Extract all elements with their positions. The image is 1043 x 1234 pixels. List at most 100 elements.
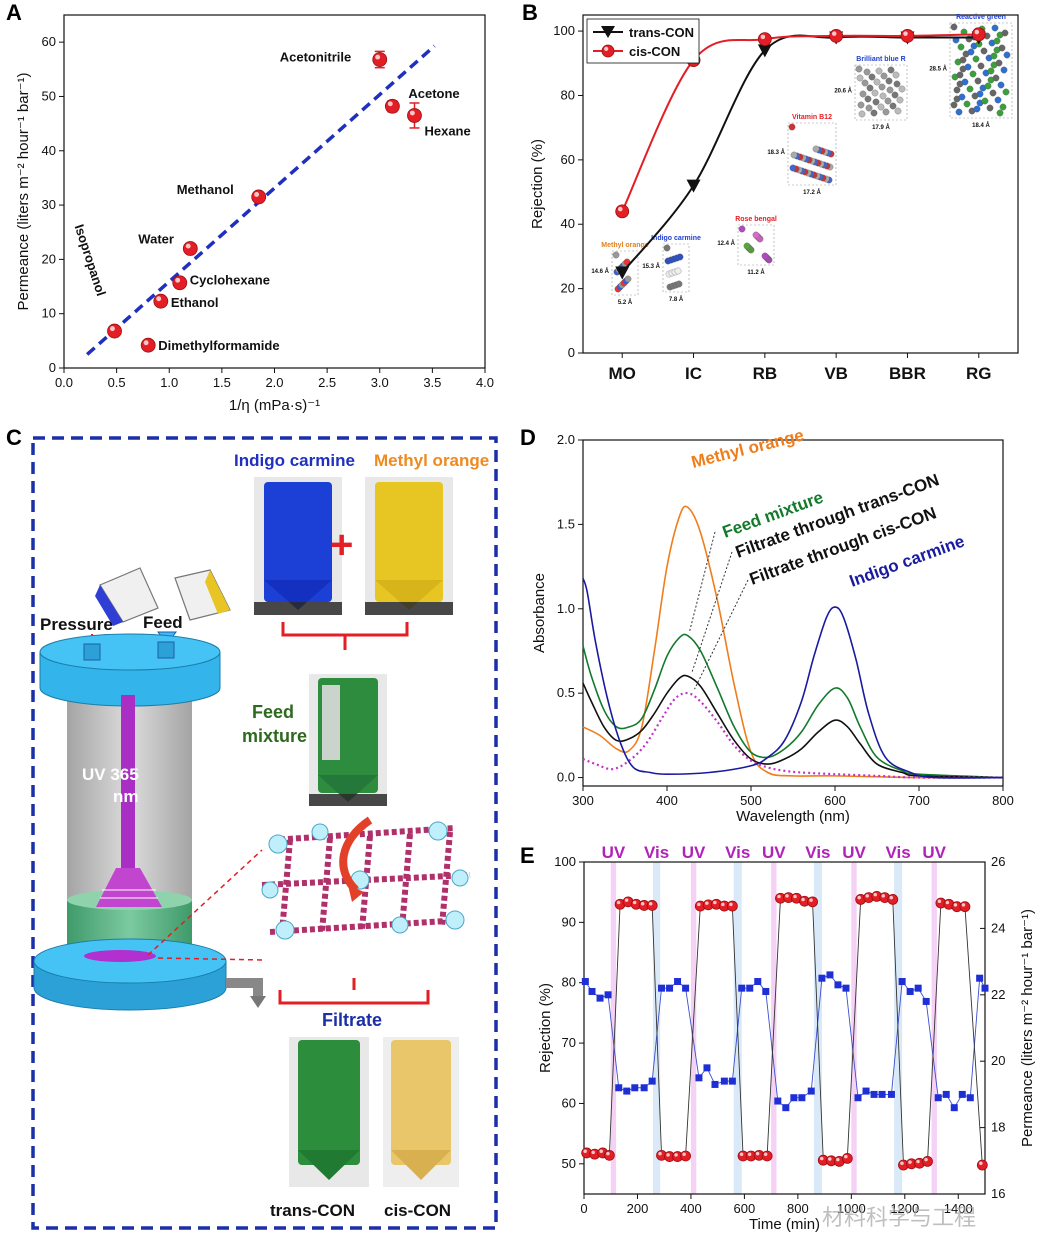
watermark-text: 材料科学与工程 [822,1206,977,1231]
data-point-trans [757,44,772,58]
plot-frame [582,439,1004,787]
atom [676,253,684,261]
y-axis-label: 0 [49,360,56,375]
x-axis-label: 0.0 [55,375,73,390]
data-point [407,108,422,123]
data-point-highlight [375,54,381,60]
permeance-point [906,987,914,995]
atom [663,244,671,252]
atom [884,97,892,105]
molecule-width: 5.2 Å [618,299,633,306]
y-axis-label: 10 [42,306,56,321]
rejection-point-highlight [739,1152,744,1156]
rejection-point-highlight [916,1159,920,1164]
y-axis-label: 0.5 [557,685,575,700]
point-label: Cyclohexane [190,273,270,288]
rejection-point-highlight [857,895,861,900]
series-label: Methyl orange [689,426,805,472]
permeance-point [798,1094,806,1102]
methyl-orange-title: Methyl orange [374,451,489,470]
legend-label: trans-CON [629,25,694,40]
chart-e-switching-cycles: UV Vis UV Vis UV Vis UV Vis UV 0 200 400 600 800 1000 1… [537,843,1036,1233]
atom [990,52,998,60]
molecule-bounding-box [662,243,690,293]
atom [674,267,682,275]
panel-label-b: B [522,0,538,25]
spectrum-line [582,633,1004,779]
data-point [153,293,169,309]
permeance-point [807,1087,815,1095]
category-label: MO [609,364,636,383]
molecule-name: Methyl orange [601,242,649,249]
y-axis-left-label: 50 [562,1156,576,1171]
rejection-point-highlight [924,1157,928,1162]
rejection-point-highlight [755,1151,760,1156]
category-label: BBR [889,364,926,383]
rejection-point-highlight [591,1150,595,1155]
rejection-point-highlight [865,894,869,898]
chart-a-permeance-vs-viscosity: 0.0 0.5 1.0 1.5 2.0 2.5 3.0 3.5 4.0 0 10 20 30 40 50 60… [15,14,494,414]
atom [992,74,1000,82]
molecule-width: 17.9 Å [872,124,890,131]
permeance-point [976,974,984,982]
rejection-point-highlight [836,1157,840,1162]
rejection-point-highlight [682,1152,686,1156]
permeance-point [648,1077,656,1085]
panel-label-e: E [520,843,535,868]
permeance-point [738,984,746,992]
molecule-width: 7.8 Å [669,296,684,303]
atom [958,93,966,101]
permeance-point [826,971,834,979]
plot-frame [583,861,986,1195]
atom [871,89,879,97]
rejection-point [959,901,971,913]
x-axis-label: 500 [740,793,762,808]
rejection-point-highlight [793,894,797,899]
rejection-point-highlight [937,899,942,904]
point-label: Hexane [424,123,470,138]
x-axis-label: 400 [656,793,678,808]
cis-filtrate-vial [383,1037,459,1187]
x-axis-title: Wavelength (nm) [736,808,850,825]
rejection-point-highlight [747,1152,752,1156]
molecule-bounding-box [737,224,775,266]
atom [898,85,906,93]
permeance-point [682,984,690,992]
y-axis-label: 50 [42,88,56,103]
x-axis-title: 1/η (mPa·s)⁻¹ [229,397,320,414]
molecule-height: 20.6 Å [834,88,852,95]
atom [896,96,904,104]
permeance-point [640,1084,648,1092]
chart-d-uv-vis-spectra: 300 400 500 600 700 800 0.0 0.5 1.0 1.5 2.0 Wavelen… [531,426,1014,825]
permeance-point [658,984,666,992]
rejection-point-highlight [583,1149,587,1153]
atom [886,86,894,94]
cis-con-label: cis-CON [384,1201,451,1220]
point-label: Methanol [177,182,234,197]
rejection-point-highlight [889,895,894,900]
data-point-highlight [156,296,162,302]
dashed-frame [31,436,498,1230]
rejection-point-highlight [777,894,781,899]
x-axis-label: 3.5 [423,375,441,390]
permeance-point [615,1084,623,1092]
x-axis-label: 800 [787,1201,809,1216]
label-pointer [691,551,733,673]
atom [861,79,869,87]
rejection-point [603,1149,615,1161]
rejection-point-highlight [873,892,877,897]
permeance-point [754,978,762,986]
y-axis-label: 100 [553,23,575,38]
y-axis-label: 20 [561,281,575,296]
permeance-point [720,1077,728,1085]
y-axis-label: 60 [561,152,575,167]
y-axis-title: Rejection (%) [537,983,554,1073]
atom [880,72,888,80]
y-axis-title: Absorbance [531,573,548,653]
rejection-point-highlight [881,894,885,898]
data-point-cis-highlight [760,34,766,40]
molecule-width: 11.2 Å [747,269,765,276]
permeance-point [870,1090,878,1098]
data-point [372,52,388,67]
label-pointer [694,579,749,690]
